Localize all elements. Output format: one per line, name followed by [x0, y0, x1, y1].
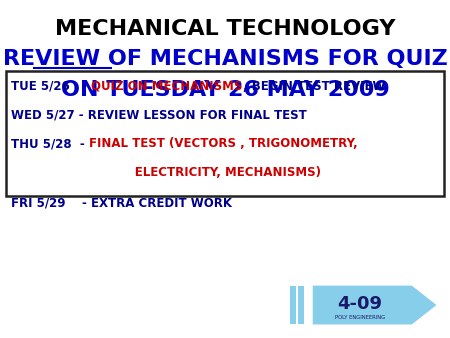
Text: TUE 5/26   -: TUE 5/26 -	[11, 80, 91, 93]
FancyBboxPatch shape	[6, 71, 444, 196]
Text: QUIZ ON MECHANISMS: QUIZ ON MECHANISMS	[91, 80, 243, 93]
Text: ON TUESDAY 26 MAY 2009: ON TUESDAY 26 MAY 2009	[61, 79, 389, 100]
Text: ELECTRICITY, MECHANISMS): ELECTRICITY, MECHANISMS)	[11, 166, 321, 179]
Text: THU 5/28  -: THU 5/28 -	[11, 137, 89, 150]
Bar	[298, 286, 304, 324]
Text: POLY ENGINEERING: POLY ENGINEERING	[335, 315, 385, 320]
Text: FRI 5/29    - EXTRA CREDIT WORK: FRI 5/29 - EXTRA CREDIT WORK	[11, 196, 232, 209]
Text: WED 5/27 - REVIEW LESSON FOR FINAL TEST: WED 5/27 - REVIEW LESSON FOR FINAL TEST	[11, 108, 307, 121]
Text: , BEGIN TEST REVIEW: , BEGIN TEST REVIEW	[243, 80, 385, 93]
Polygon shape	[313, 286, 436, 324]
Text: 4-09: 4-09	[338, 295, 382, 313]
Text: FINAL TEST (VECTORS , TRIGONOMETRY,: FINAL TEST (VECTORS , TRIGONOMETRY,	[89, 137, 358, 150]
Bar	[290, 286, 296, 324]
Text: MECHANICAL TECHNOLOGY: MECHANICAL TECHNOLOGY	[55, 19, 395, 39]
Text: REVIEW OF MECHANISMS FOR QUIZ: REVIEW OF MECHANISMS FOR QUIZ	[3, 49, 447, 69]
